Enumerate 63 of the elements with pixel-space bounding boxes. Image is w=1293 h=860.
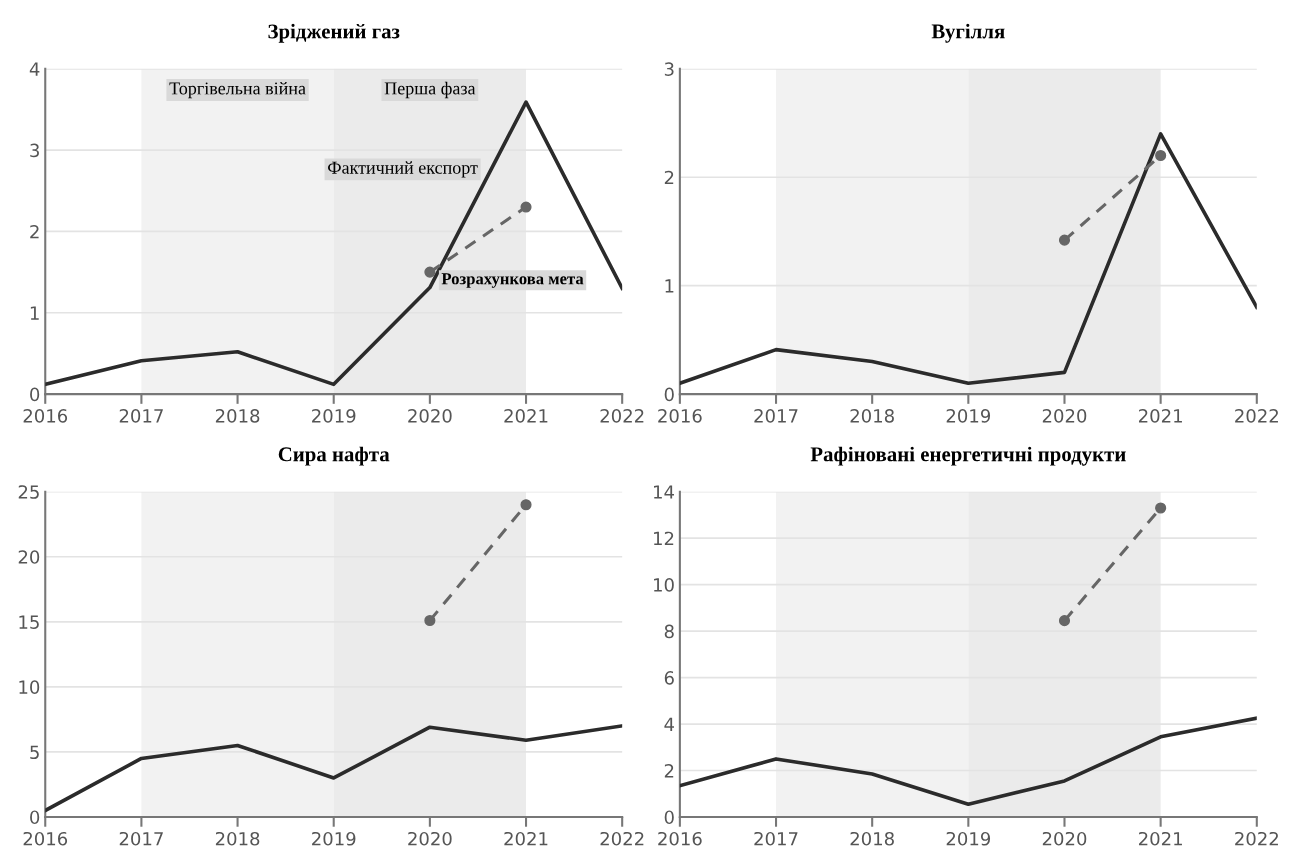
x-tick-label: 2017	[754, 409, 798, 423]
x-tick-label: 2020	[1042, 831, 1087, 846]
y-tick-label: 5	[30, 745, 39, 760]
x-tick-label: 2021	[504, 409, 548, 423]
chart-title: Зріджений газ	[268, 23, 400, 43]
line-series	[679, 132, 1257, 386]
y-tick-label: 0	[30, 810, 40, 825]
line-series	[45, 724, 623, 813]
y-tick-label: 4	[29, 62, 40, 76]
y-tick-label: 2	[664, 763, 674, 778]
chart-title: Рафіновані енергетичні продукти	[810, 446, 1126, 466]
x-tick-label: 2020	[408, 409, 452, 423]
chart-title: Сира нафта	[278, 446, 390, 466]
y-tick-label: 4	[664, 717, 674, 731]
x-tick-label: 2022	[1235, 831, 1278, 846]
x-tick-label: 2022	[600, 409, 644, 423]
x-tick-label: 2020	[1042, 409, 1087, 423]
x-tick-label: 2018	[850, 831, 894, 846]
y-tick-label: 20	[18, 550, 40, 564]
y-tick-label: 0	[30, 387, 40, 402]
x-tick-label: 2016	[23, 831, 68, 846]
x-tick-label: 2018	[850, 409, 894, 423]
x-tick-label: 2022	[600, 831, 644, 846]
x-tick-label: 2019	[946, 409, 991, 423]
x-tick-label: 2019	[312, 831, 356, 846]
series-label: Розрахункова мета	[441, 273, 584, 288]
y-tick-label: 0	[664, 810, 674, 825]
series-label: Фактичний експорт	[328, 161, 478, 178]
y-tick-label: 14	[654, 485, 674, 499]
x-tick-label: 2017	[754, 831, 798, 846]
x-tick-label: 2016	[658, 409, 702, 423]
band-label: Торгівельна війна	[169, 81, 306, 99]
x-tick-label: 2021	[1138, 831, 1182, 846]
x-tick-label: 2016	[658, 831, 702, 846]
y-tick-label: 1	[30, 306, 39, 320]
y-tick-label: 6	[664, 671, 674, 685]
x-tick-label: 2018	[215, 409, 260, 423]
x-tick-label: 2016	[23, 409, 68, 423]
y-tick-label: 25	[18, 485, 39, 499]
line-series	[45, 100, 623, 387]
y-tick-label: 3	[664, 62, 674, 76]
x-tick-label: 2017	[119, 831, 163, 846]
x-tick-label: 2022	[1235, 409, 1278, 423]
y-tick-label: 1	[665, 279, 674, 293]
y-tick-label: 8	[664, 624, 674, 639]
y-tick-label: 12	[654, 531, 674, 546]
x-tick-label: 2018	[215, 831, 260, 846]
x-tick-label: 2021	[504, 831, 548, 846]
x-tick-label: 2019	[946, 831, 991, 846]
y-tick-label: 10	[654, 578, 674, 592]
y-tick-label: 15	[19, 615, 39, 629]
line-series	[679, 716, 1257, 807]
x-tick-label: 2020	[408, 831, 452, 846]
x-tick-label: 2021	[1138, 409, 1182, 423]
y-tick-label: 3	[30, 143, 39, 158]
y-tick-label: 2	[30, 224, 39, 239]
y-tick-label: 2	[664, 170, 674, 185]
x-tick-label: 2019	[312, 409, 356, 423]
chart-title: Вугілля	[931, 23, 1005, 43]
y-tick-label: 10	[19, 680, 40, 694]
band-label: Перша фаза	[384, 81, 476, 99]
y-tick-label: 0	[664, 387, 674, 402]
x-tick-label: 2017	[119, 409, 163, 423]
